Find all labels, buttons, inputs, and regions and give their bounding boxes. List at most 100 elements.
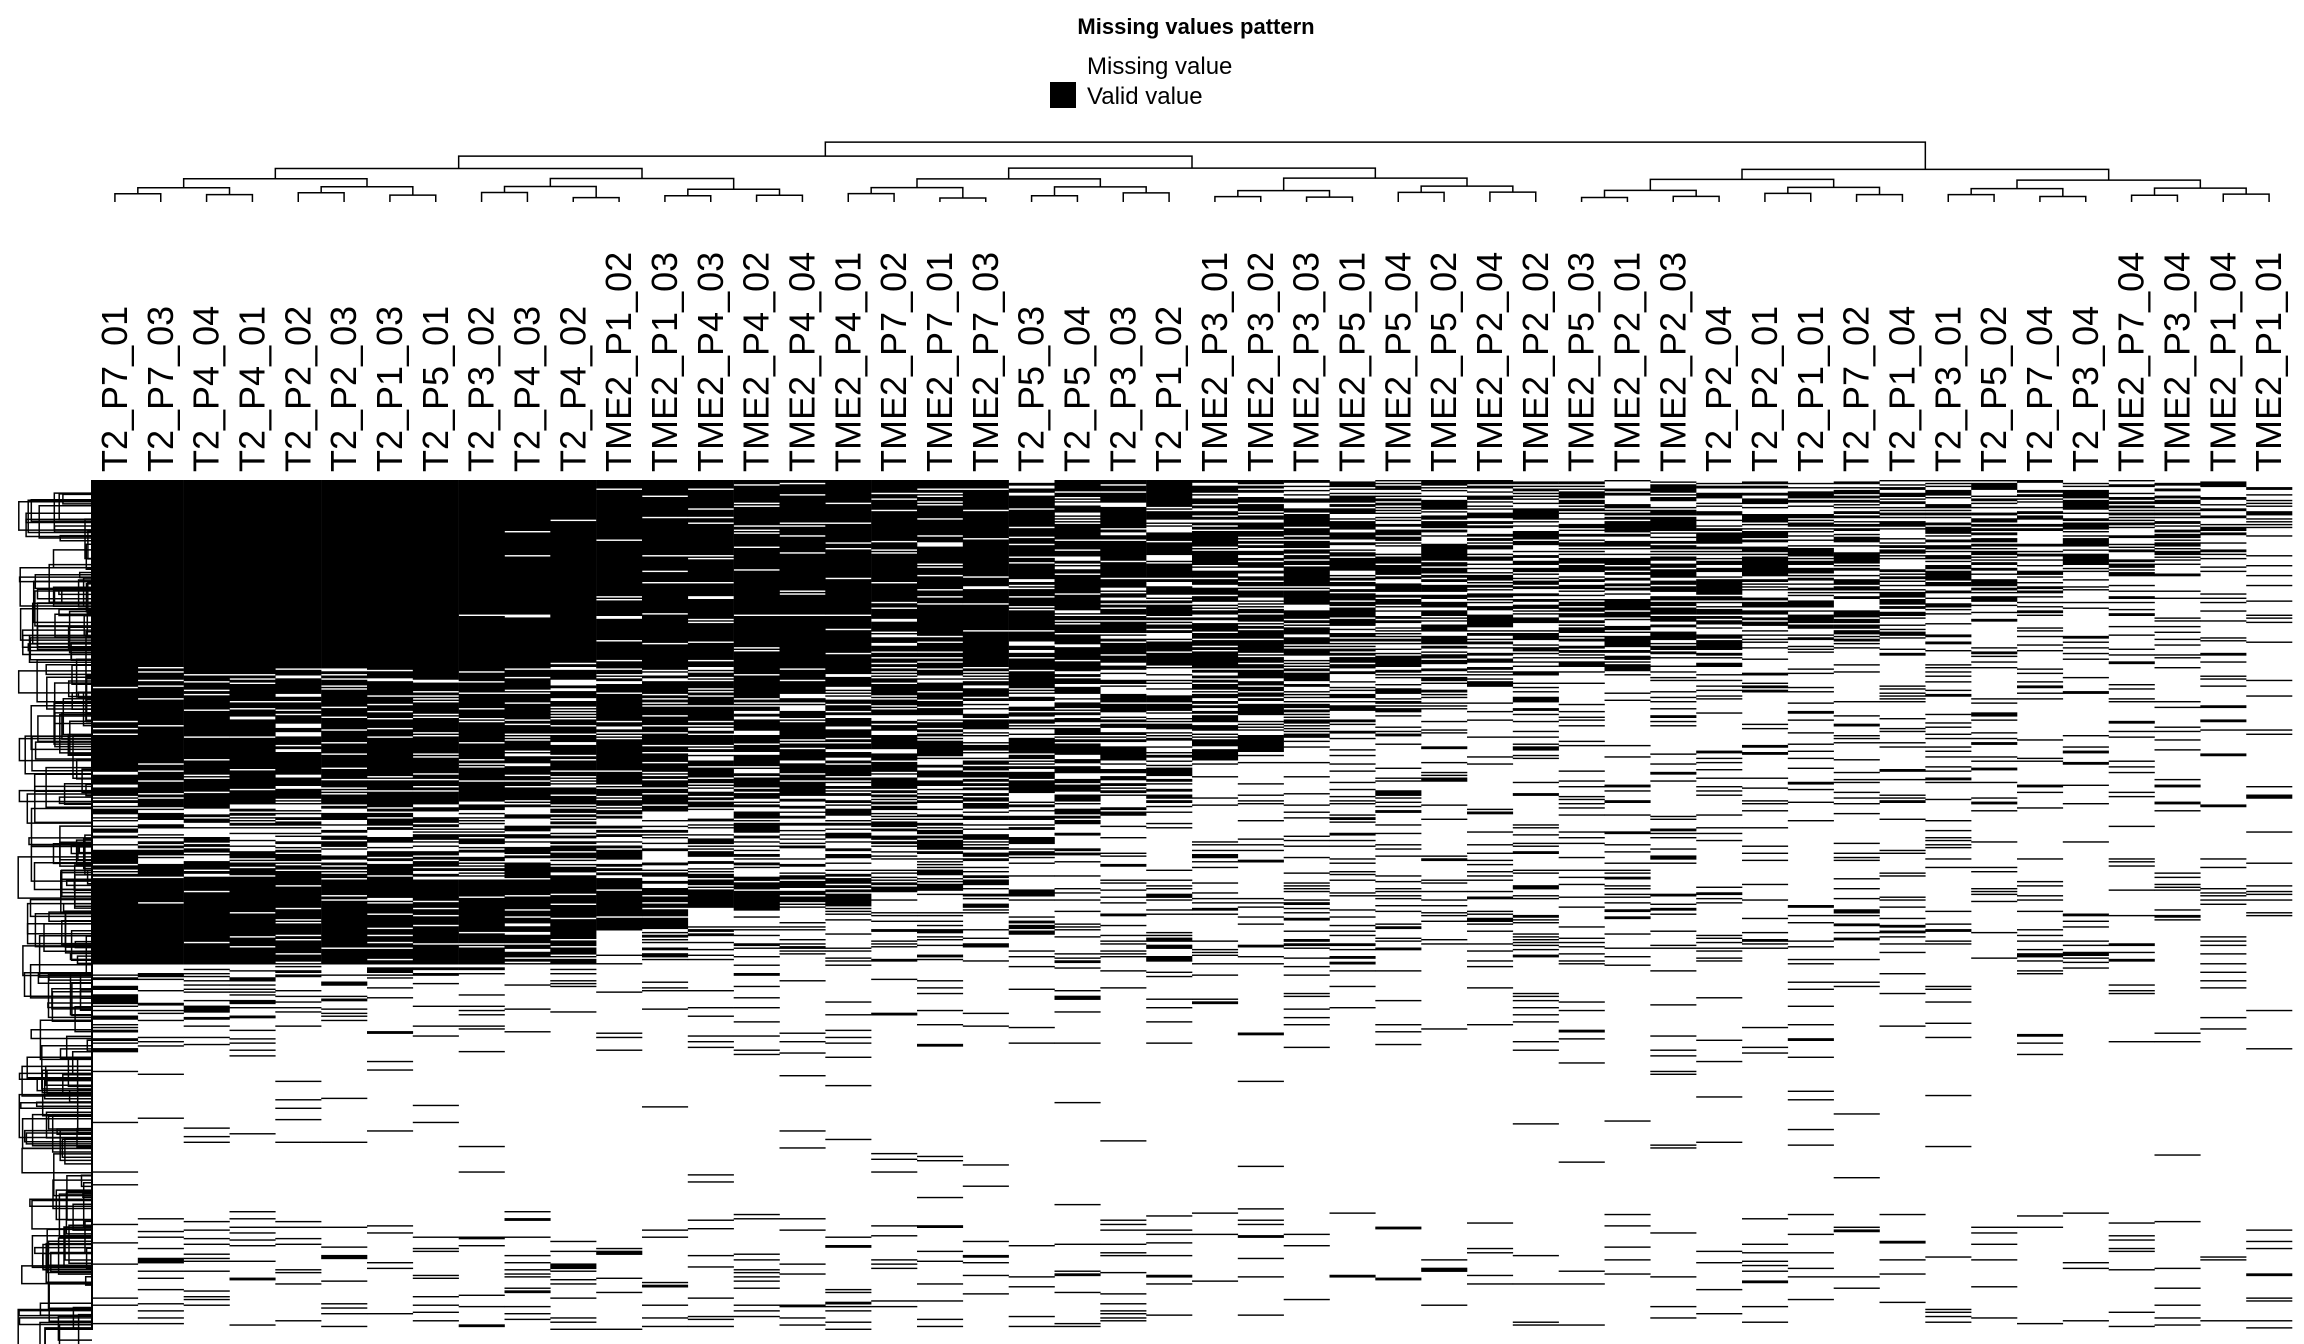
heatmap-cell: [1558, 795, 1605, 798]
heatmap-cell: [504, 480, 551, 531]
heatmap-cell: [642, 1236, 689, 1238]
heatmap-cell: [2154, 597, 2201, 599]
heatmap-cell: [2154, 563, 2201, 565]
heatmap-cell: [825, 1245, 872, 1248]
heatmap-cell: [687, 767, 734, 778]
heatmap-cell: [321, 791, 368, 794]
heatmap-cell: [504, 1305, 551, 1308]
dendrogram-branch: [572, 196, 620, 202]
column-label: T2_P3_02: [461, 306, 502, 472]
heatmap-cell: [550, 1263, 597, 1270]
heatmap-cell: [2108, 480, 2155, 482]
heatmap-cell: [1146, 794, 1193, 799]
heatmap-cell: [2154, 1287, 2201, 1289]
heatmap-cell: [1237, 735, 1284, 752]
heatmap-cell: [1054, 1273, 1101, 1277]
heatmap-cell: [1283, 965, 1330, 968]
heatmap-cell: [733, 744, 780, 752]
heatmap-cell: [2108, 590, 2155, 592]
heatmap-cell: [871, 684, 918, 696]
heatmap-cell: [367, 1267, 414, 1270]
heatmap-cell: [1008, 545, 1055, 557]
heatmap-cell: [229, 876, 276, 913]
heatmap-cell: [1237, 803, 1284, 805]
heatmap-cell: [412, 1304, 459, 1306]
heatmap-cell: [1146, 511, 1193, 520]
heatmap-cell: [1696, 596, 1743, 601]
heatmap-cell: [917, 893, 964, 896]
heatmap-cell: [367, 1060, 414, 1063]
heatmap-cell: [1237, 729, 1284, 731]
heatmap-cell: [779, 822, 826, 826]
heatmap-cell: [1512, 746, 1559, 751]
row-dendrogram-branch: [18, 500, 92, 531]
heatmap-cell: [1375, 1031, 1422, 1033]
heatmap-cell: [1833, 1113, 1880, 1115]
heatmap-cell: [871, 678, 918, 683]
heatmap-cell: [1512, 713, 1559, 716]
heatmap-cell: [1146, 688, 1193, 690]
heatmap-cell: [1650, 665, 1697, 667]
heatmap-cell: [1650, 701, 1697, 703]
heatmap-cell: [275, 1007, 322, 1009]
row-dendrogram-branch: [18, 737, 92, 762]
heatmap-cell: [137, 699, 184, 726]
heatmap-cell: [1512, 682, 1559, 684]
heatmap-cell: [1100, 855, 1147, 857]
heatmap-cell: [1100, 540, 1147, 561]
heatmap-cell: [458, 879, 505, 897]
heatmap-cell: [2017, 498, 2064, 500]
heatmap-cell: [917, 1009, 964, 1012]
heatmap-cell: [825, 832, 872, 839]
heatmap-cell: [962, 732, 1009, 734]
heatmap-cell: [1375, 880, 1422, 883]
heatmap-cell: [1787, 514, 1834, 519]
heatmap-cell: [183, 892, 230, 942]
row-dendrogram-branch: [48, 974, 92, 981]
heatmap-cell: [412, 851, 459, 856]
heatmap-cell: [1467, 525, 1514, 529]
heatmap-cell: [275, 854, 322, 862]
heatmap-cell: [367, 936, 414, 942]
heatmap-cell: [962, 771, 1009, 778]
heatmap-cell: [1925, 497, 1972, 499]
heatmap-cell: [687, 620, 734, 622]
heatmap-cell: [917, 505, 964, 519]
heatmap-cell: [1467, 710, 1514, 713]
heatmap-cell: [1879, 1025, 1926, 1027]
heatmap-cell: [1008, 827, 1055, 830]
heatmap-cell: [458, 973, 505, 975]
heatmap-cell: [2200, 661, 2247, 663]
heatmap-cell: [1512, 757, 1559, 760]
row-dendrogram-branch: [77, 691, 92, 699]
heatmap-cell: [1971, 1286, 2018, 1288]
heatmap-cell: [183, 854, 230, 856]
heatmap-cell: [733, 531, 780, 533]
heatmap-cell: [1146, 1274, 1193, 1278]
heatmap-cell: [825, 800, 872, 803]
heatmap-cell: [1787, 820, 1834, 822]
heatmap-cell: [1879, 606, 1926, 609]
heatmap-cell: [1329, 657, 1376, 663]
heatmap-cell: [1971, 528, 2018, 531]
heatmap-cell: [1971, 931, 2018, 934]
heatmap-cell: [137, 1002, 184, 1006]
heatmap-cell: [275, 835, 322, 837]
heatmap-cell: [1742, 689, 1789, 693]
heatmap-cell: [2108, 596, 2155, 599]
heatmap-cell: [1787, 732, 1834, 734]
heatmap-cell: [2200, 971, 2247, 973]
heatmap-cell: [733, 929, 780, 931]
heatmap-cell: [1054, 766, 1101, 774]
heatmap-cell: [1512, 550, 1559, 553]
heatmap-cell: [1971, 512, 2018, 516]
heatmap-cell: [871, 876, 918, 879]
heatmap-cell: [1650, 708, 1697, 710]
heatmap-cell: [550, 480, 597, 520]
heatmap-cell: [1375, 895, 1422, 897]
heatmap-cell: [504, 737, 551, 740]
heatmap-cell: [1237, 692, 1284, 697]
heatmap-cell: [871, 777, 918, 789]
heatmap-cell: [1787, 645, 1834, 648]
heatmap-cell: [1925, 777, 1972, 781]
